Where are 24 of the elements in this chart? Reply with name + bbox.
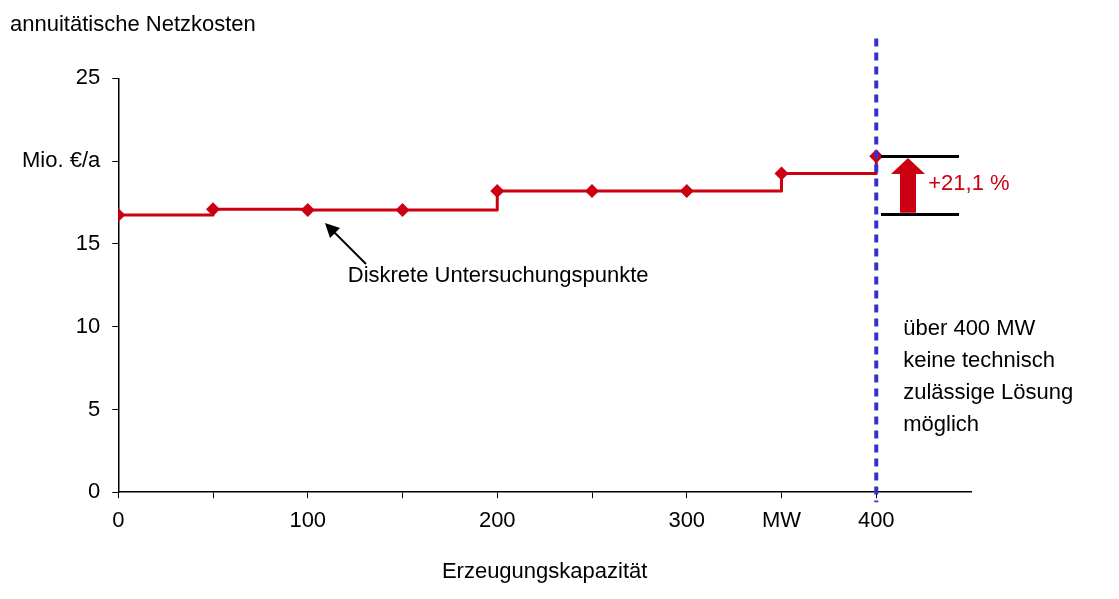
x-tick-label: 400 [857,507,895,533]
chart-title: annuitätische Netzkosten [10,11,256,37]
annotation: +21,1 % [928,170,1010,196]
point [300,202,315,217]
y-tick-label: Mio. €/a [21,147,102,173]
point [585,183,599,198]
x-axis-title: Erzeugungskapazität [441,557,648,583]
x-tick-label: MW [761,507,802,533]
point [395,202,410,217]
y-tick-label: 25 [75,64,101,90]
x-tick-label: 200 [478,507,516,533]
x-tick-label: 300 [668,507,706,533]
y-tick-label: 15 [75,229,101,255]
point [206,202,221,217]
y-tick-label: 10 [75,312,101,338]
y-tick-label: 0 [88,478,101,504]
point [490,183,505,198]
x-tick-label: 100 [289,507,327,533]
annotation: über 400 MW keine technisch zulässige Lösung möglich [903,315,1074,437]
x-tick-label: 0 [112,507,125,533]
point [679,183,694,198]
annotation: Diskrete Untersuchungspunkte [347,262,649,288]
y-tick-label: 5 [88,395,101,421]
point [774,166,789,181]
